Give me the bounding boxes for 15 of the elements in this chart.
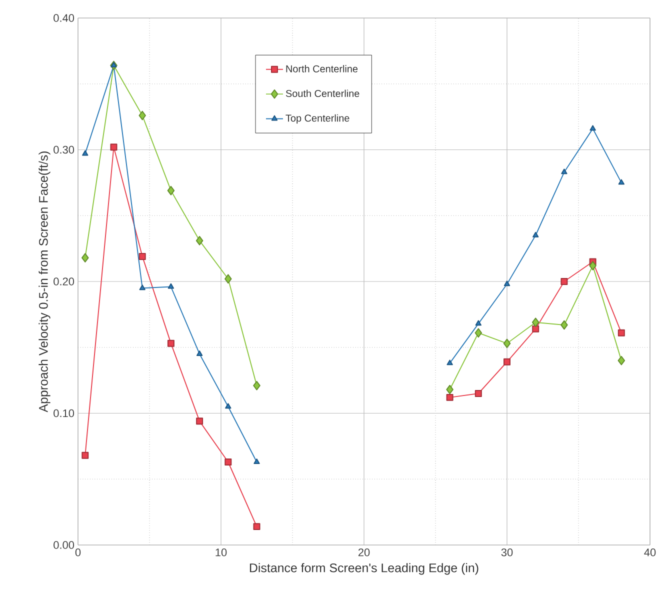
x-tick-label: 0: [75, 548, 81, 556]
x-axis-title: Distance form Screen's Leading Edge (in): [250, 563, 478, 575]
y-tick-label: 0.00: [54, 541, 74, 549]
x-tick-label: 10: [216, 548, 227, 556]
legend-label: Top Centerline: [286, 114, 350, 124]
y-tick-label: 0.20: [54, 278, 74, 286]
legend-label: North Centerline: [286, 65, 358, 72]
y-tick-label: 0.10: [54, 409, 74, 418]
y-tick-label: 0.30: [54, 146, 74, 154]
x-tick-label: 40: [644, 548, 656, 556]
x-tick-label: 20: [358, 548, 370, 556]
y-tick-label: 0.40: [54, 14, 74, 22]
x-tick-label: 30: [501, 548, 513, 556]
legend-label: South Centerline: [286, 90, 360, 98]
y-axis-title: Approach Velocity 0.5-in from Screen Face(ft/s): [38, 151, 50, 412]
